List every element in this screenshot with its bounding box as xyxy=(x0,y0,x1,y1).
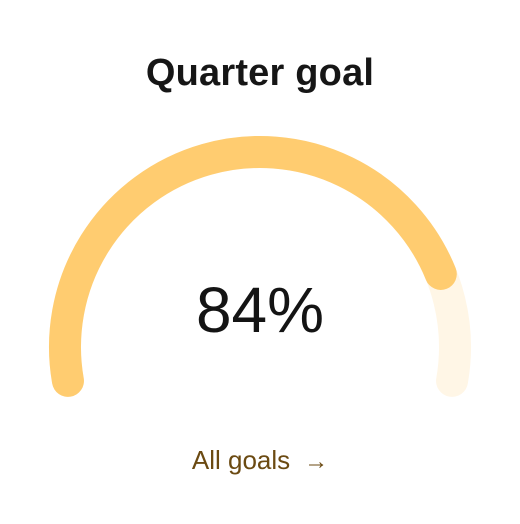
arrow-right-icon: → xyxy=(304,448,329,475)
all-goals-label: All goals xyxy=(191,445,291,475)
gauge-fill xyxy=(49,136,457,397)
card-title: Quarter goal xyxy=(145,52,375,94)
all-goals-link[interactable]: All goals → xyxy=(0,440,520,482)
progress-value: 84% xyxy=(195,274,325,346)
